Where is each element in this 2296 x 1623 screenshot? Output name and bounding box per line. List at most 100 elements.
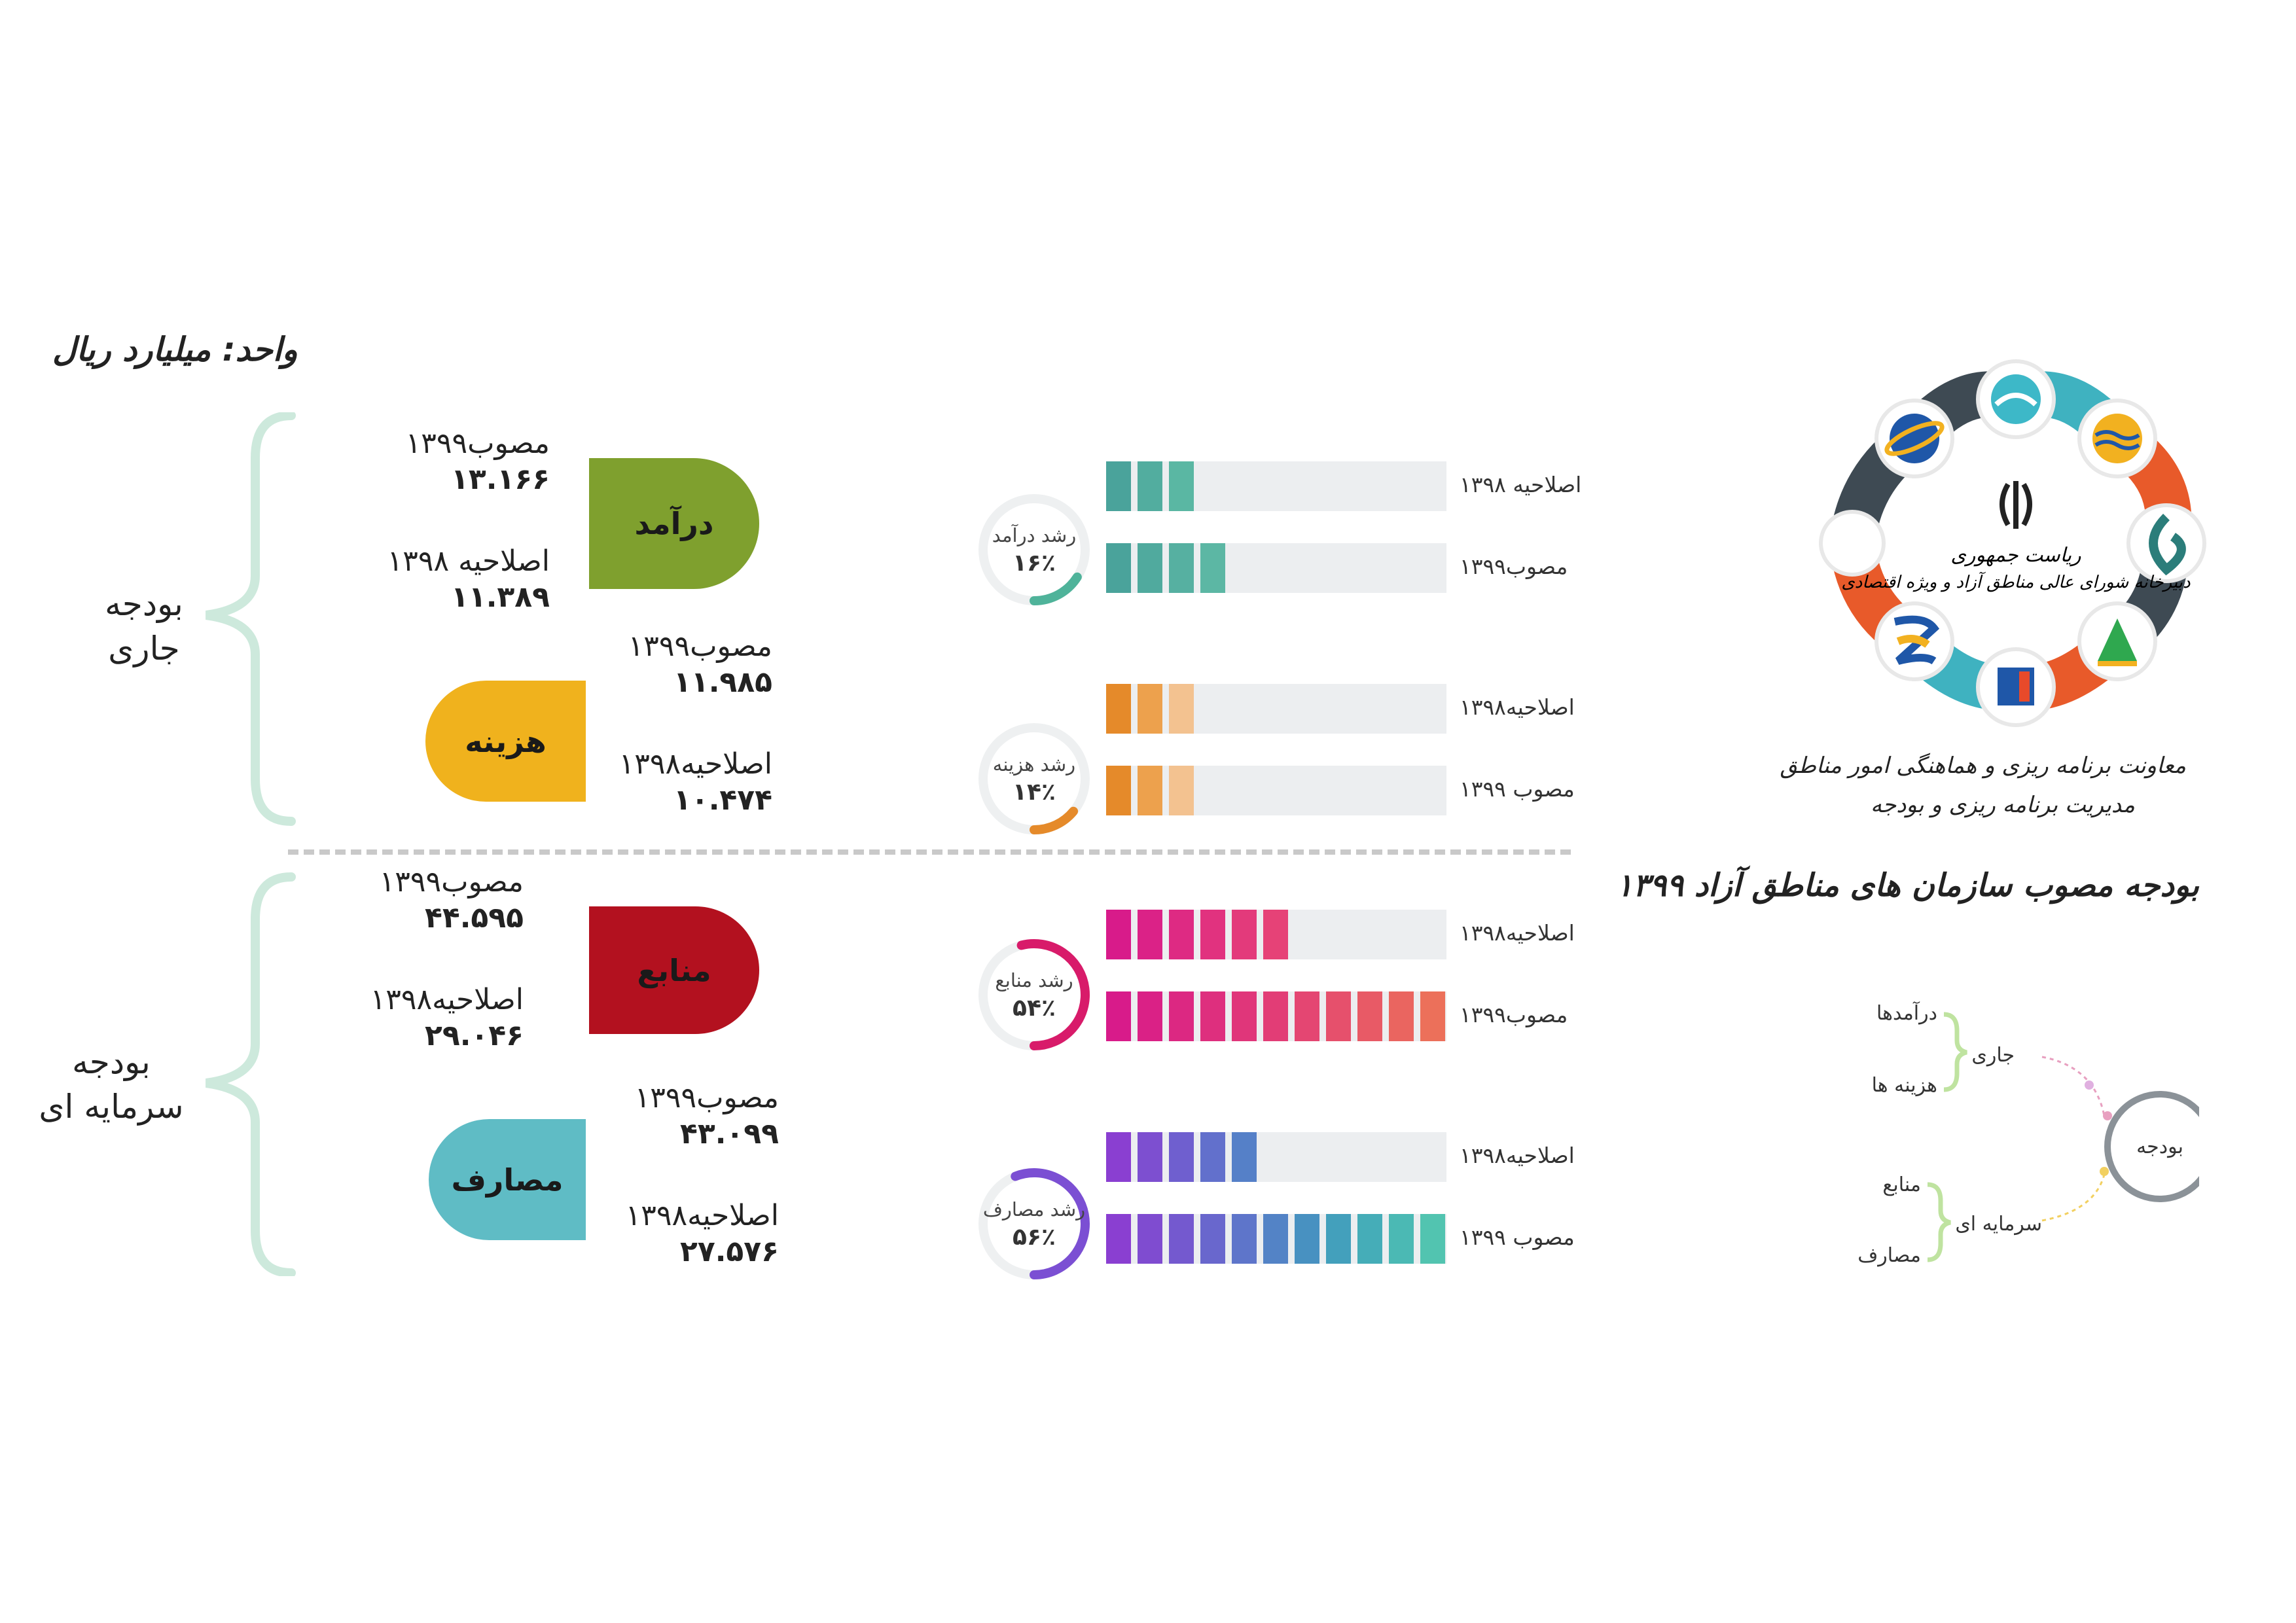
bar-block (1169, 684, 1194, 734)
gauge-resources-arc (1016, 939, 1090, 1050)
subtitle-2: مدیریت برنامه ریزی و بودجه (1871, 792, 2135, 818)
bar-block (1232, 910, 1257, 959)
bar-track (1106, 461, 1446, 511)
bar-block (1169, 1132, 1194, 1182)
bar-block (1232, 991, 1257, 1041)
gauge-revenue-value: ۱۶٪ (1013, 550, 1056, 577)
diagram-center: بودجه (2136, 1135, 2183, 1158)
bar-block (1389, 991, 1414, 1041)
resources-tag: منابع (589, 906, 759, 1034)
bar-block (1420, 991, 1445, 1041)
iran-emblem-icon (2000, 481, 2032, 529)
gauge-resources-value: ۵۴٪ (1013, 995, 1056, 1022)
revenue-amended-label: اصلاحیه ۱۳۹۸ (387, 544, 550, 578)
uses-amended-value: ۲۷.۵۷۶ (680, 1235, 779, 1268)
bar-label: اصلاحیه۱۳۹۸ (1460, 1143, 1575, 1168)
expense-amended-value: ۱۰.۴۷۴ (673, 783, 772, 817)
bar-block (1263, 1214, 1288, 1264)
section-label-current-line2: جاری (108, 629, 180, 668)
bar-block (1106, 461, 1131, 511)
resources-amended-value: ۲۹.۰۴۶ (425, 1019, 524, 1052)
diagram-center-circle (2104, 1091, 2199, 1202)
section-divider (288, 849, 1571, 855)
logo-emblems (1819, 359, 2206, 727)
bar-label: اصلاحیه۱۳۹۸ (1460, 694, 1575, 720)
uses-tag: مصارف (429, 1119, 586, 1240)
diagram-brace-current (1943, 1012, 1967, 1092)
gauge-revenue: رشد درآمد ۱۶٪ (978, 494, 1090, 605)
gauge-expense-title: رشد هزینه (993, 753, 1075, 776)
diagram-uses: مصارف (1857, 1244, 1921, 1267)
bar-track (1106, 684, 1446, 734)
bar-block (1138, 1214, 1162, 1264)
bar-block (1106, 766, 1131, 815)
expense-amended: اصلاحیه۱۳۹۸ ۱۰.۴۷۴ (497, 746, 772, 818)
resources-amended: اصلاحیه۱۳۹۸ ۲۹.۰۴۶ (249, 982, 524, 1054)
resources-amended-label: اصلاحیه۱۳۹۸ (370, 983, 524, 1016)
uses-amended: اصلاحیه۱۳۹۸ ۲۷.۵۷۶ (504, 1198, 779, 1270)
gauge-resources: رشد منابع ۵۴٪ (978, 939, 1090, 1050)
bar-track (1106, 1132, 1446, 1182)
bar-block (1326, 991, 1351, 1041)
revenue-approved-label: مصوب۱۳۹۹ (405, 427, 550, 460)
bar-track (1106, 766, 1446, 815)
bar-block (1138, 766, 1162, 815)
diagram-revenues: درآمدها (1876, 1001, 1937, 1025)
bar-block (1357, 1214, 1382, 1264)
bar-block (1169, 1214, 1194, 1264)
gauge-uses: رشد مصارف ۵۶٪ (978, 1168, 1090, 1279)
bar-block (1326, 1214, 1351, 1264)
bar-block (1138, 910, 1162, 959)
gauge-expense-value: ۱۴٪ (1013, 779, 1056, 806)
bar-label: مصوب ۱۳۹۹ (1460, 1224, 1575, 1250)
uses-approved-value: ۴۳.۰۹۹ (680, 1117, 779, 1150)
bar-block (1106, 1132, 1131, 1182)
bar-block (1138, 991, 1162, 1041)
bar-block (1263, 991, 1288, 1041)
bar-block (1169, 543, 1194, 593)
bar-block (1169, 766, 1194, 815)
bar-block (1169, 991, 1194, 1041)
section-label-current-line1: بودجه (105, 585, 183, 623)
bar-block (1106, 910, 1131, 959)
bar-block (1232, 1132, 1257, 1182)
bar-block (1169, 461, 1194, 511)
bar-track (1106, 543, 1446, 593)
bar-label: اصلاحیه۱۳۹۸ (1460, 920, 1575, 946)
bar-label: مصوب۱۳۹۹ (1460, 554, 1568, 579)
bar-block (1357, 991, 1382, 1041)
unit-label: واحد: میلیارد ریال (52, 330, 298, 368)
expense-approved-label: مصوب۱۳۹۹ (628, 630, 772, 663)
revenue-tag: درآمد (589, 458, 759, 589)
logo-text-1: ریاست جمهوری (1950, 544, 2081, 567)
uses-approved: مصوب۱۳۹۹ ۴۳.۰۹۹ (504, 1080, 779, 1152)
diagram-capital: سرمایه ای (1955, 1213, 2042, 1236)
bar-label: اصلاحیه ۱۳۹۸ (1460, 472, 1582, 497)
expense-amended-label: اصلاحیه۱۳۹۸ (619, 747, 772, 781)
brace-capital (206, 872, 296, 1276)
bar-block (1200, 1132, 1225, 1182)
bar-label: مصوب ۱۳۹۹ (1460, 776, 1575, 802)
bar-block (1138, 684, 1162, 734)
gauge-revenue-arc (1030, 572, 1082, 605)
diagram-current: جاری (1971, 1044, 2015, 1067)
bar-block (1200, 1214, 1225, 1264)
bar-block (1389, 1214, 1414, 1264)
gauge-revenue-title: رشد درآمد (992, 524, 1076, 546)
revenue-approved: مصوب۱۳۹۹ ۱۳.۱۶۶ (275, 425, 550, 497)
uses-approved-label: مصوب۱۳۹۹ (634, 1081, 779, 1115)
brace-current (206, 412, 296, 826)
bar-block (1106, 1214, 1131, 1264)
gauge-uses-title: رشد مصارف (983, 1198, 1085, 1221)
section-label-current: بودجه جاری (59, 582, 229, 671)
bar-block (1138, 1132, 1162, 1182)
bar-block (1138, 543, 1162, 593)
subtitle-1: معاونت برنامه ریزی و هماهنگی امور مناطق (1780, 753, 2186, 779)
bar-block (1169, 910, 1194, 959)
bar-block (1200, 910, 1225, 959)
bar-block (1295, 991, 1319, 1041)
diagram-brace-capital (1927, 1182, 1951, 1262)
revenue-amended: اصلاحیه ۱۳۹۸ ۱۱.۳۸۹ (275, 543, 550, 615)
diagram-expenses: هزینه ها (1872, 1074, 1937, 1097)
gauge-expense: رشد هزینه ۱۴٪ (978, 723, 1090, 834)
